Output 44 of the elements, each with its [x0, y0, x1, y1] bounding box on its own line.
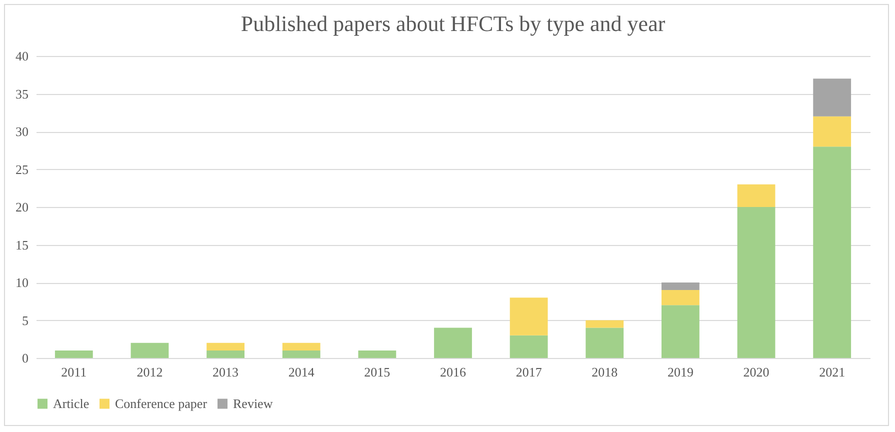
bar: [813, 146, 852, 358]
bar: [586, 328, 624, 358]
y-tick-label: 15: [16, 237, 28, 252]
y-tick-label: 25: [16, 162, 28, 177]
bar: [510, 298, 548, 336]
y-tick-label: 30: [16, 124, 28, 139]
x-tick-label: 2013: [212, 364, 239, 380]
x-tick-label: 2012: [136, 364, 163, 380]
bar: [737, 184, 776, 207]
x-tick-label: 2015: [364, 364, 390, 380]
bar: [54, 350, 93, 358]
bar: [282, 342, 320, 350]
bar: [813, 116, 852, 147]
x-tick-label: 2021: [819, 364, 846, 380]
bar: [586, 320, 624, 328]
bar: [813, 78, 852, 116]
bar: [662, 282, 700, 290]
bar: [358, 350, 396, 358]
y-tick-label: 0: [22, 350, 28, 366]
legend-label: Review: [233, 396, 274, 411]
legend-label: Conference paper: [115, 396, 208, 411]
chart-title: Published papers about HFCTs by type and year: [240, 11, 666, 36]
y-tick-label: 20: [16, 200, 28, 214]
bar: [434, 328, 472, 358]
y-tick-label: 35: [16, 86, 28, 102]
x-tick-label: 2016: [440, 364, 466, 380]
x-tick-label: 2020: [743, 364, 770, 380]
legend-label: Article: [53, 396, 90, 411]
x-tick-label: 2011: [61, 364, 87, 380]
y-tick-label: 10: [16, 275, 28, 290]
bar: [206, 350, 244, 358]
bar: [282, 350, 320, 358]
bar: [130, 342, 169, 358]
x-tick-label: 2014: [288, 364, 315, 380]
x-tick-label: 2017: [516, 364, 542, 380]
bar: [510, 335, 548, 358]
y-tick-label: 5: [22, 312, 28, 328]
y-tick-label: 40: [16, 48, 28, 64]
bar: [206, 342, 244, 350]
bar: [737, 207, 776, 358]
bar: [662, 290, 700, 306]
bar: [662, 305, 700, 358]
x-tick-label: 2019: [667, 364, 694, 380]
x-tick-label: 2018: [592, 364, 618, 380]
